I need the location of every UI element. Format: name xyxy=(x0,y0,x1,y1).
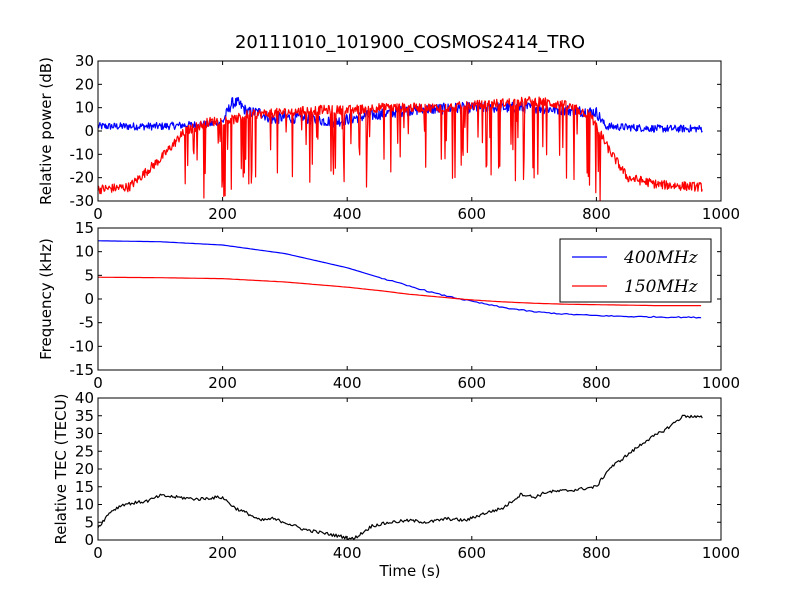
x-tick-label: 200 xyxy=(208,544,237,562)
x-tick-label: 400 xyxy=(333,374,362,392)
y-tick-label: 30 xyxy=(75,425,94,443)
series-line-series-1 xyxy=(98,96,703,201)
x-tick-label: 0 xyxy=(93,374,103,392)
legend-box xyxy=(559,238,712,303)
x-tick-label: 400 xyxy=(333,205,362,223)
y-tick-label: 25 xyxy=(75,442,94,460)
plot-area xyxy=(98,96,703,201)
tec-ylabel: Relative TEC (TECU) xyxy=(52,394,70,545)
x-tick-label: 800 xyxy=(582,374,611,392)
plot-area xyxy=(98,240,702,319)
y-tick-label: 10 xyxy=(75,496,94,514)
y-tick-label: -15 xyxy=(70,361,95,379)
y-tick-label: 5 xyxy=(84,266,94,284)
y-tick-label: 20 xyxy=(75,460,94,478)
x-tick-label: 0 xyxy=(93,544,103,562)
y-tick-label: 15 xyxy=(75,219,94,237)
x-tick-label: 600 xyxy=(457,205,486,223)
tec-panel: Relative TEC (TECU) Time (s) 0 200 400 600 8… xyxy=(52,389,740,580)
x-tick-label: 600 xyxy=(457,544,486,562)
y-tick-label: 0 xyxy=(84,122,94,140)
series-line-400mhz xyxy=(98,240,702,319)
y-tick-label: 15 xyxy=(75,478,94,496)
x-tick-label: 1000 xyxy=(702,374,740,392)
frequency-panel: Frequency (kHz) 400MHz 150MHz 0 200 400 600… xyxy=(37,219,740,392)
x-tick-label: 200 xyxy=(208,205,237,223)
y-tick-label: -5 xyxy=(79,314,94,332)
x-tick-label: 200 xyxy=(208,374,237,392)
frequency-legend: 400MHz 150MHz xyxy=(559,238,712,303)
power-panel: Relative power (dB) 0 200 400 600 800 1000-30… xyxy=(37,52,740,223)
frequency-ylabel: Frequency (kHz) xyxy=(37,238,55,360)
x-tick-label: 800 xyxy=(582,205,611,223)
legend-label-150mhz: 150MHz xyxy=(624,277,699,297)
y-tick-label: 40 xyxy=(75,389,94,407)
y-tick-label: 0 xyxy=(84,531,94,549)
tec-xlabel: Time (s) xyxy=(379,562,441,580)
y-tick-label: -20 xyxy=(70,169,95,187)
y-tick-label: 10 xyxy=(75,99,94,117)
power-ylabel: Relative power (dB) xyxy=(37,57,55,205)
y-tick-label: 35 xyxy=(75,407,94,425)
series-line-150mhz xyxy=(98,276,702,307)
series-line-series-0 xyxy=(98,414,703,540)
plot-area xyxy=(98,414,703,540)
x-tick-label: 800 xyxy=(582,544,611,562)
x-tick-label: 1000 xyxy=(702,205,740,223)
y-tick-label: 10 xyxy=(75,243,94,261)
x-tick-label: 400 xyxy=(333,544,362,562)
y-tick-label: 0 xyxy=(84,290,94,308)
y-tick-label: -30 xyxy=(70,192,95,210)
legend-label-400mhz: 400MHz xyxy=(623,248,699,268)
y-tick-label: -10 xyxy=(70,145,95,163)
y-tick-label: 30 xyxy=(75,52,94,70)
x-tick-label: 0 xyxy=(93,205,103,223)
y-tick-label: 20 xyxy=(75,75,94,93)
y-tick-label: -10 xyxy=(70,337,95,355)
figure-title: 20111010_101900_COSMOS2414_TRO xyxy=(235,32,585,53)
y-tick-label: 5 xyxy=(84,513,94,531)
x-tick-label: 1000 xyxy=(702,544,740,562)
x-tick-label: 600 xyxy=(457,374,486,392)
